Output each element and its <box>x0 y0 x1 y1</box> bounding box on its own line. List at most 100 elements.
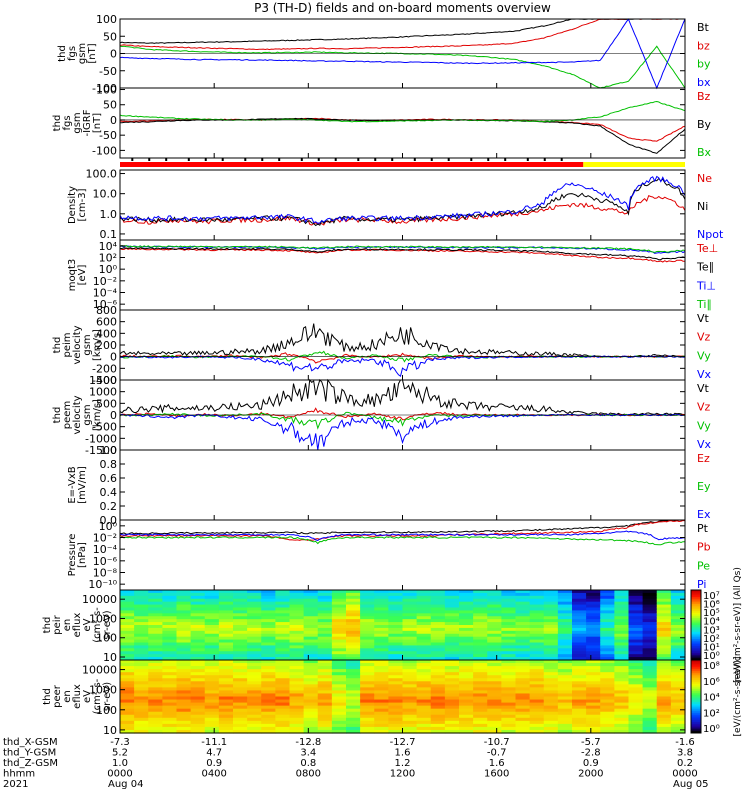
heatmap-cell <box>614 645 630 649</box>
heatmap-cell <box>557 642 573 647</box>
heatmap-cell <box>204 717 220 722</box>
heatmap-cell <box>459 607 474 612</box>
heatmap-cell <box>586 654 601 658</box>
heatmap-cell <box>501 592 517 597</box>
heatmap-cell <box>600 592 615 597</box>
heatmap-cell <box>247 645 262 649</box>
heatmap-cell <box>120 699 135 704</box>
heatmap-cell <box>430 723 446 728</box>
heatmap-cell <box>670 613 686 617</box>
heatmap-cell <box>331 622 347 626</box>
heatmap-cell <box>656 654 672 658</box>
heatmap-cell <box>614 657 630 661</box>
heatmap-cell <box>642 687 658 692</box>
heatmap-cell <box>360 639 375 644</box>
heatmap-cell <box>586 651 601 655</box>
heatmap-cell <box>543 639 559 644</box>
colorbar-tick-label: 10¹ <box>703 642 720 653</box>
heatmap-cell <box>402 675 418 679</box>
heatmap-cell <box>430 714 446 719</box>
heatmap-cell <box>459 711 474 716</box>
heatmap-cell <box>388 595 404 600</box>
heatmap-cell <box>600 726 615 731</box>
heatmap-cell <box>586 693 601 698</box>
heatmap-cell <box>557 729 573 734</box>
heatmap-cell <box>670 651 686 655</box>
y-tick-label: 10⁰ <box>99 520 118 533</box>
heatmap-cell <box>430 645 446 649</box>
heatmap-cell <box>543 687 559 692</box>
heatmap-cell <box>204 651 220 655</box>
heatmap-cell <box>600 693 615 698</box>
x-axis-annotations: thd_X-GSM -7.3 -11.1 -12.8 -12.7 -10.7 -5.7 -1.… <box>3 737 708 790</box>
heatmap-cell <box>430 630 446 635</box>
heatmap-cell <box>162 598 178 603</box>
heatmap-cell <box>487 598 502 603</box>
heatmap-cell <box>444 675 460 679</box>
heatmap-cell <box>656 678 672 682</box>
heatmap-cell <box>416 660 432 664</box>
heatmap-cell <box>261 657 276 661</box>
heatmap-cell <box>346 616 361 620</box>
heatmap-cell <box>430 648 446 652</box>
y-tick-label: 1.0 <box>100 208 118 221</box>
heatmap-cell <box>402 654 418 658</box>
heatmap-cell <box>233 696 248 701</box>
heatmap-cell <box>487 592 502 597</box>
heatmap-cell <box>529 622 545 626</box>
heatmap-cell <box>346 622 361 626</box>
heatmap-cell <box>190 723 206 728</box>
heatmap-cell <box>218 711 234 716</box>
heatmap-cell <box>543 681 559 685</box>
heatmap-cell <box>374 726 389 731</box>
heatmap-cell <box>289 699 305 704</box>
heatmap-cell <box>402 660 418 664</box>
heatmap-cell <box>233 678 248 682</box>
colorbar-step <box>691 709 701 712</box>
heatmap-cell <box>331 601 347 606</box>
heatmap-cell <box>487 699 502 704</box>
heatmap-cell <box>515 702 531 707</box>
heatmap-cell <box>176 601 192 606</box>
x-axis-row-label: thd_Z-GSM <box>3 758 58 769</box>
heatmap-cell <box>261 616 276 620</box>
heatmap-cell <box>515 645 531 649</box>
x-axis-value: -2.8 <box>581 748 601 759</box>
heatmap-cell <box>572 705 587 710</box>
colorbar-step <box>691 723 701 727</box>
heatmap-cell <box>331 672 347 676</box>
x-axis-value: -7.3 <box>110 737 130 748</box>
x-axis-row-label: thd_Y-GSM <box>3 748 56 759</box>
heatmap-cell <box>190 690 206 695</box>
heatmap-cell <box>586 726 601 731</box>
heatmap-cell <box>670 648 686 652</box>
heatmap-cell <box>416 705 432 710</box>
heatmap-cell <box>670 604 686 609</box>
heatmap-cell <box>487 723 502 728</box>
heatmap-cell <box>543 705 559 710</box>
heatmap-cell <box>557 711 573 716</box>
heatmap-cell <box>247 663 262 667</box>
colorbar-step <box>691 640 701 643</box>
heatmap-cell <box>218 693 234 698</box>
heatmap-cell <box>642 672 658 676</box>
heatmap-cell <box>388 684 404 688</box>
colorbar-step <box>691 611 701 614</box>
heatmap-cell <box>360 699 375 704</box>
heatmap-cell <box>614 648 630 652</box>
heatmap-cell <box>331 666 347 670</box>
heatmap-cell <box>331 696 347 701</box>
heatmap-cell <box>148 672 163 676</box>
heatmap-cell <box>670 690 686 695</box>
heatmap-cell <box>459 654 474 658</box>
heatmap-cell <box>317 672 333 676</box>
y-tick-label: -1500 <box>85 444 117 457</box>
heatmap-cell <box>572 654 587 658</box>
heatmap-cell <box>557 633 573 638</box>
heatmap-cell <box>261 610 276 614</box>
heatmap-cell <box>642 690 658 695</box>
heatmap-cell <box>614 607 630 612</box>
heatmap-cell <box>360 684 375 688</box>
heatmap-cell <box>218 678 234 682</box>
series-line-bz <box>119 18 685 51</box>
